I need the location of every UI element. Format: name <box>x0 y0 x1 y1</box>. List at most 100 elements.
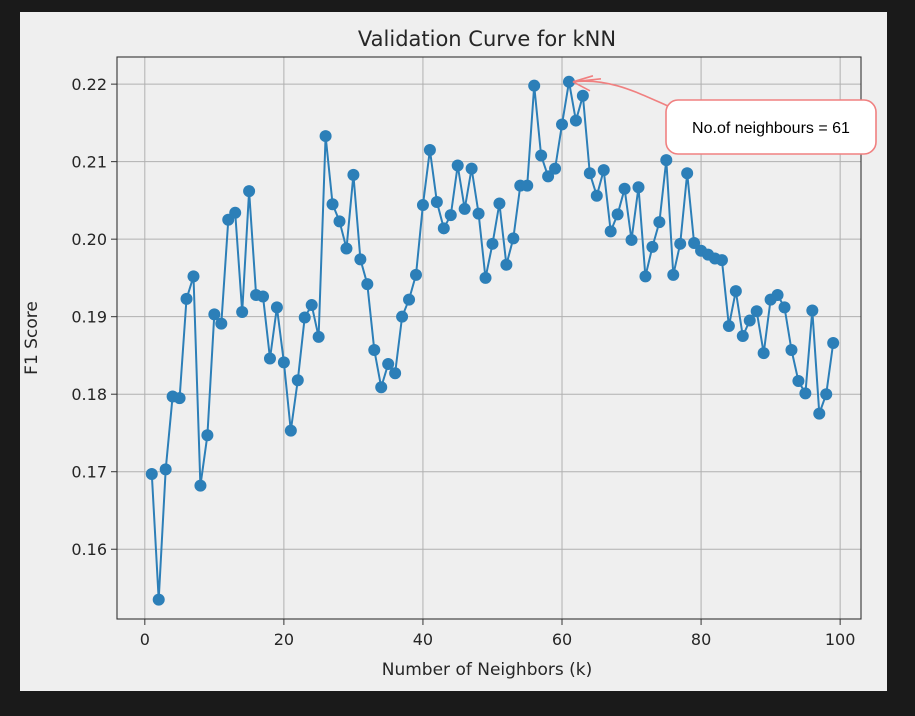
data-point <box>556 118 569 131</box>
series-line <box>150 81 835 600</box>
data-point <box>722 319 735 332</box>
data-point <box>423 144 436 157</box>
data-point <box>528 79 541 92</box>
data-point <box>416 199 429 212</box>
data-point <box>229 206 242 219</box>
data-point <box>618 182 631 195</box>
chart-figure: Validation Curve for kNN 0 20 40 60 80 100 0.… <box>20 12 887 691</box>
data-point <box>597 164 610 177</box>
data-point <box>305 299 318 312</box>
data-point <box>319 130 332 143</box>
x-tick-label: 60 <box>552 630 572 649</box>
data-point <box>263 352 276 365</box>
y-tick-label: 0.21 <box>71 153 107 172</box>
data-point <box>625 233 638 246</box>
data-point <box>403 293 416 306</box>
data-point <box>465 162 478 175</box>
data-point <box>736 330 749 343</box>
data-point <box>569 114 582 127</box>
data-point <box>208 308 221 321</box>
data-point <box>277 356 290 369</box>
data-point <box>653 216 666 229</box>
data-point <box>389 367 402 380</box>
y-axis-ticks: 0.16 0.17 0.18 0.19 0.20 0.21 0.22 <box>71 75 117 559</box>
data-point <box>688 237 701 250</box>
data-point <box>479 271 492 284</box>
data-point <box>507 232 520 245</box>
data-point <box>583 167 596 180</box>
data-point <box>187 270 200 283</box>
data-point <box>715 254 728 267</box>
data-point <box>298 311 311 324</box>
data-point <box>396 310 409 323</box>
data-point <box>667 268 680 281</box>
data-point <box>152 593 165 606</box>
data-point <box>500 258 513 271</box>
series-group <box>145 75 840 606</box>
data-point <box>813 407 826 420</box>
data-point <box>326 198 339 211</box>
data-point <box>458 202 471 215</box>
annotation-box <box>665 99 877 155</box>
x-axis-label: Number of Neighbors (k) <box>382 660 593 680</box>
y-tick-label: 0.20 <box>71 230 107 249</box>
data-point <box>681 167 694 180</box>
data-point <box>729 285 742 298</box>
data-point <box>562 75 575 88</box>
data-point <box>312 330 325 343</box>
data-point <box>674 237 687 250</box>
data-point <box>291 374 304 387</box>
data-point <box>409 268 422 281</box>
data-point <box>243 185 256 198</box>
peak-annotation: No.of neighbours = 61 <box>572 75 877 155</box>
data-point <box>284 424 297 437</box>
data-point <box>743 314 756 327</box>
annotation-text: No.of neighbours = 61 <box>692 120 850 137</box>
data-point <box>215 317 228 330</box>
data-point <box>493 197 506 210</box>
data-point <box>535 149 548 162</box>
data-point <box>799 387 812 400</box>
data-point <box>576 89 589 102</box>
data-point <box>382 357 395 370</box>
y-tick-label: 0.22 <box>71 75 107 94</box>
data-point <box>542 170 555 183</box>
x-tick-label: 100 <box>825 630 856 649</box>
data-point <box>521 179 534 192</box>
data-point <box>333 215 346 228</box>
chart-title: Validation Curve for kNN <box>358 27 616 51</box>
data-point <box>806 304 819 317</box>
data-point <box>646 240 659 253</box>
data-point <box>472 207 485 220</box>
data-point <box>145 468 158 481</box>
x-tick-label: 20 <box>274 630 294 649</box>
data-point <box>361 278 374 291</box>
data-point <box>437 222 450 235</box>
data-point <box>257 290 270 303</box>
data-point <box>778 301 791 314</box>
data-point <box>194 479 207 492</box>
data-point <box>611 208 624 221</box>
data-point <box>368 344 381 357</box>
y-tick-label: 0.18 <box>71 385 107 404</box>
data-point <box>827 337 840 350</box>
data-point <box>590 189 603 202</box>
data-point <box>347 168 360 181</box>
data-point <box>639 270 652 283</box>
data-point <box>820 388 833 401</box>
data-point <box>792 375 805 388</box>
data-point <box>444 209 457 222</box>
data-point <box>354 253 367 266</box>
data-point <box>771 288 784 301</box>
x-axis-ticks: 0 20 40 60 80 100 <box>140 619 856 649</box>
data-point <box>757 347 770 360</box>
y-tick-label: 0.16 <box>71 540 107 559</box>
validation-curve-chart: Validation Curve for kNN 0 20 40 60 80 100 0.… <box>22 27 877 680</box>
data-point <box>173 392 186 405</box>
data-point <box>604 225 617 238</box>
data-point <box>180 292 193 305</box>
data-point <box>375 381 388 394</box>
data-point <box>785 344 798 357</box>
data-point <box>660 154 673 167</box>
annotation-arrowhead <box>572 75 602 92</box>
